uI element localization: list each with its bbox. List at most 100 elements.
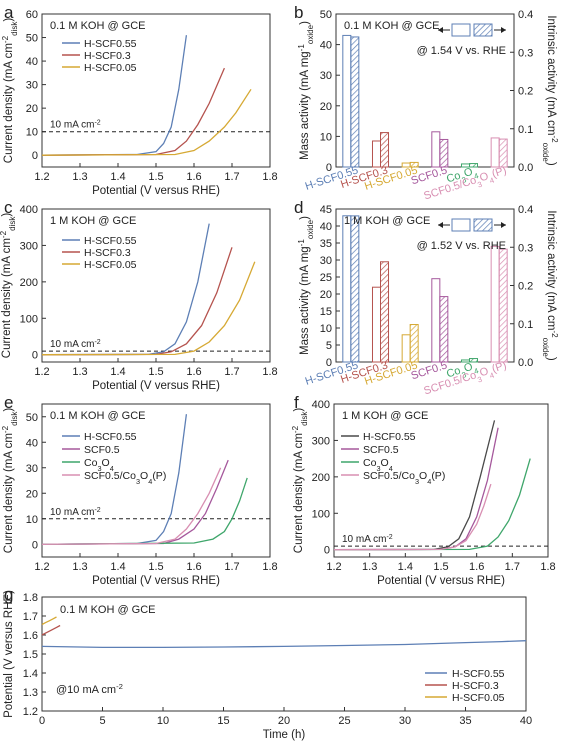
condition-label-a: 0.1 M KOH @ GCE (50, 20, 146, 32)
series-line-c-2 (41, 261, 256, 356)
x-tick-label-a: 1.3 (72, 171, 87, 183)
x-tick-label-a: 1.2 (34, 171, 49, 183)
y-tick-label-a: 60 (26, 9, 38, 21)
bar-mass-b-0 (342, 34, 352, 168)
x-tick-label-f: 1.2 (326, 561, 341, 573)
x-tick-label-g: 5 (99, 715, 105, 727)
x-axis-label-a: Potential (V versus RHE) (92, 185, 220, 197)
bar-intrinsic-d-1 (380, 261, 390, 363)
x-tick-label-a: 1.4 (110, 171, 125, 183)
x-tick-label-e: 1.8 (262, 561, 277, 573)
y-axis-label-left-b: Mass activity (mA mg-1oxide) (297, 21, 315, 160)
y-tick-label-f: 400 (312, 399, 330, 411)
y-tick-label-e: 10 (26, 514, 38, 526)
x-tick-label-a: 1.6 (186, 171, 201, 183)
key-hatched-bar-d (473, 218, 493, 232)
y-axis-label-a: Current density (mA cm-2disk) (1, 18, 19, 164)
y-tick-label-g: 1.2 (23, 706, 38, 718)
x-axis-label-e: Potential (V versus RHE) (92, 575, 220, 587)
bar-intrinsic-d-3 (439, 296, 449, 363)
bar-mass-b-1 (371, 140, 381, 168)
y-tick-label-right-d: 0.2 (518, 281, 533, 293)
reference-label-a: 10 mA cm-2 (50, 119, 101, 131)
y-tick-label-c: 200 (20, 277, 38, 289)
y-tick-label-a: 20 (26, 103, 38, 115)
legend-entry-a-1: H-SCF0.3 (84, 50, 131, 62)
reference-label-f: 10 mA cm-2 (342, 534, 393, 546)
series-line-a-1 (41, 67, 225, 156)
y-tick-label-g: 1.6 (23, 630, 38, 642)
bar-mass-d-0 (342, 215, 352, 363)
series-line-g-0 (41, 640, 527, 649)
series-line-f-2 (333, 458, 531, 551)
x-tick-label-f: 1.7 (505, 561, 520, 573)
legend-entry-c-1: H-SCF0.3 (84, 247, 131, 259)
y-tick-label-a: 40 (26, 56, 38, 68)
series-line-e-3 (41, 467, 222, 545)
key-arrowhead-left-d (438, 222, 443, 228)
y-tick-label-left-d: 45 (320, 204, 332, 216)
y-tick-label-g: 1.7 (23, 611, 38, 623)
y-axis-label-g: Potential (V versus RHE) (3, 590, 15, 718)
legend-entry-e-1: SCF0.5 (84, 444, 120, 456)
bar-intrinsic-b-0 (350, 36, 360, 168)
y-tick-label-g: 1.3 (23, 687, 38, 699)
bar-intrinsic-b-1 (380, 132, 390, 168)
potential-label-b: @ 1.54 V vs. RHE (417, 45, 506, 57)
legend-entry-e-0: H-SCF0.55 (84, 431, 137, 443)
category-label-d-4: Co3O4 (445, 359, 480, 384)
x-tick-label-g: 40 (520, 715, 532, 727)
condition-label-e: 0.1 M KOH @ GCE (50, 410, 146, 422)
y-tick-label-a: 10 (26, 127, 38, 139)
bar-intrinsic-d-2 (409, 324, 419, 363)
reference-label-e: 10 mA cm-2 (50, 506, 101, 518)
y-tick-label-f: 200 (312, 472, 330, 484)
panel-letter-a: a (4, 3, 14, 22)
y-tick-label-c: 400 (20, 204, 38, 216)
condition-label-d: 1 M KOH @ GCE (344, 215, 430, 227)
x-tick-label-a: 1.8 (262, 171, 277, 183)
x-tick-label-f: 1.5 (433, 561, 448, 573)
series-line-g-1 (41, 624, 61, 636)
y-tick-label-left-b: 0 (326, 162, 332, 174)
x-tick-label-e: 1.3 (72, 561, 87, 573)
legend-entry-c-2: H-SCF0.05 (84, 259, 137, 271)
panel-letter-b: b (294, 3, 303, 22)
y-tick-label-right-b: 0.2 (518, 86, 533, 98)
y-tick-label-right-b: 0.4 (518, 9, 533, 21)
x-tick-label-c: 1.6 (186, 366, 201, 378)
x-tick-label-g: 30 (399, 715, 411, 727)
y-tick-label-e: 30 (26, 463, 38, 475)
x-tick-label-f: 1.8 (540, 561, 555, 573)
panel-letter-e: e (4, 393, 13, 412)
y-axis-label-right-d: Intrinsic activity (mA cm-2oxide) (542, 210, 560, 361)
y-tick-label-e: 0 (32, 539, 38, 551)
series-line-a-2 (41, 88, 252, 156)
x-tick-label-g: 25 (338, 715, 350, 727)
x-tick-label-c: 1.3 (72, 366, 87, 378)
y-tick-label-left-d: 25 (320, 272, 332, 284)
series-line-f-3 (333, 483, 492, 551)
key-arrowhead-right-b (501, 27, 506, 33)
y-tick-label-right-b: 0.1 (518, 124, 533, 136)
x-tick-label-g: 0 (39, 715, 45, 727)
y-tick-label-right-d: 0.1 (518, 319, 533, 331)
panel-letter-g: g (4, 585, 13, 604)
y-tick-label-c: 100 (20, 313, 38, 325)
note-label-g: @10 mA cm-2 (56, 682, 123, 697)
y-tick-label-e: 50 (26, 412, 38, 424)
legend-entry-a-2: H-SCF0.05 (84, 62, 137, 74)
y-tick-label-g: 1.5 (23, 649, 38, 661)
y-tick-label-left-d: 15 (320, 306, 332, 318)
y-tick-label-left-d: 30 (320, 255, 332, 267)
y-axis-label-c: Current density (mA cm-2disk) (0, 213, 17, 359)
key-open-bar-d (451, 218, 471, 232)
x-tick-label-c: 1.7 (224, 366, 239, 378)
bar-intrinsic-d-5 (498, 248, 508, 363)
bar-mass-b-5 (490, 137, 500, 168)
plot-frame-b (335, 13, 515, 168)
panel-letter-c: c (4, 198, 13, 217)
x-tick-label-e: 1.5 (148, 561, 163, 573)
x-tick-label-c: 1.8 (262, 366, 277, 378)
x-tick-label-c: 1.2 (34, 366, 49, 378)
